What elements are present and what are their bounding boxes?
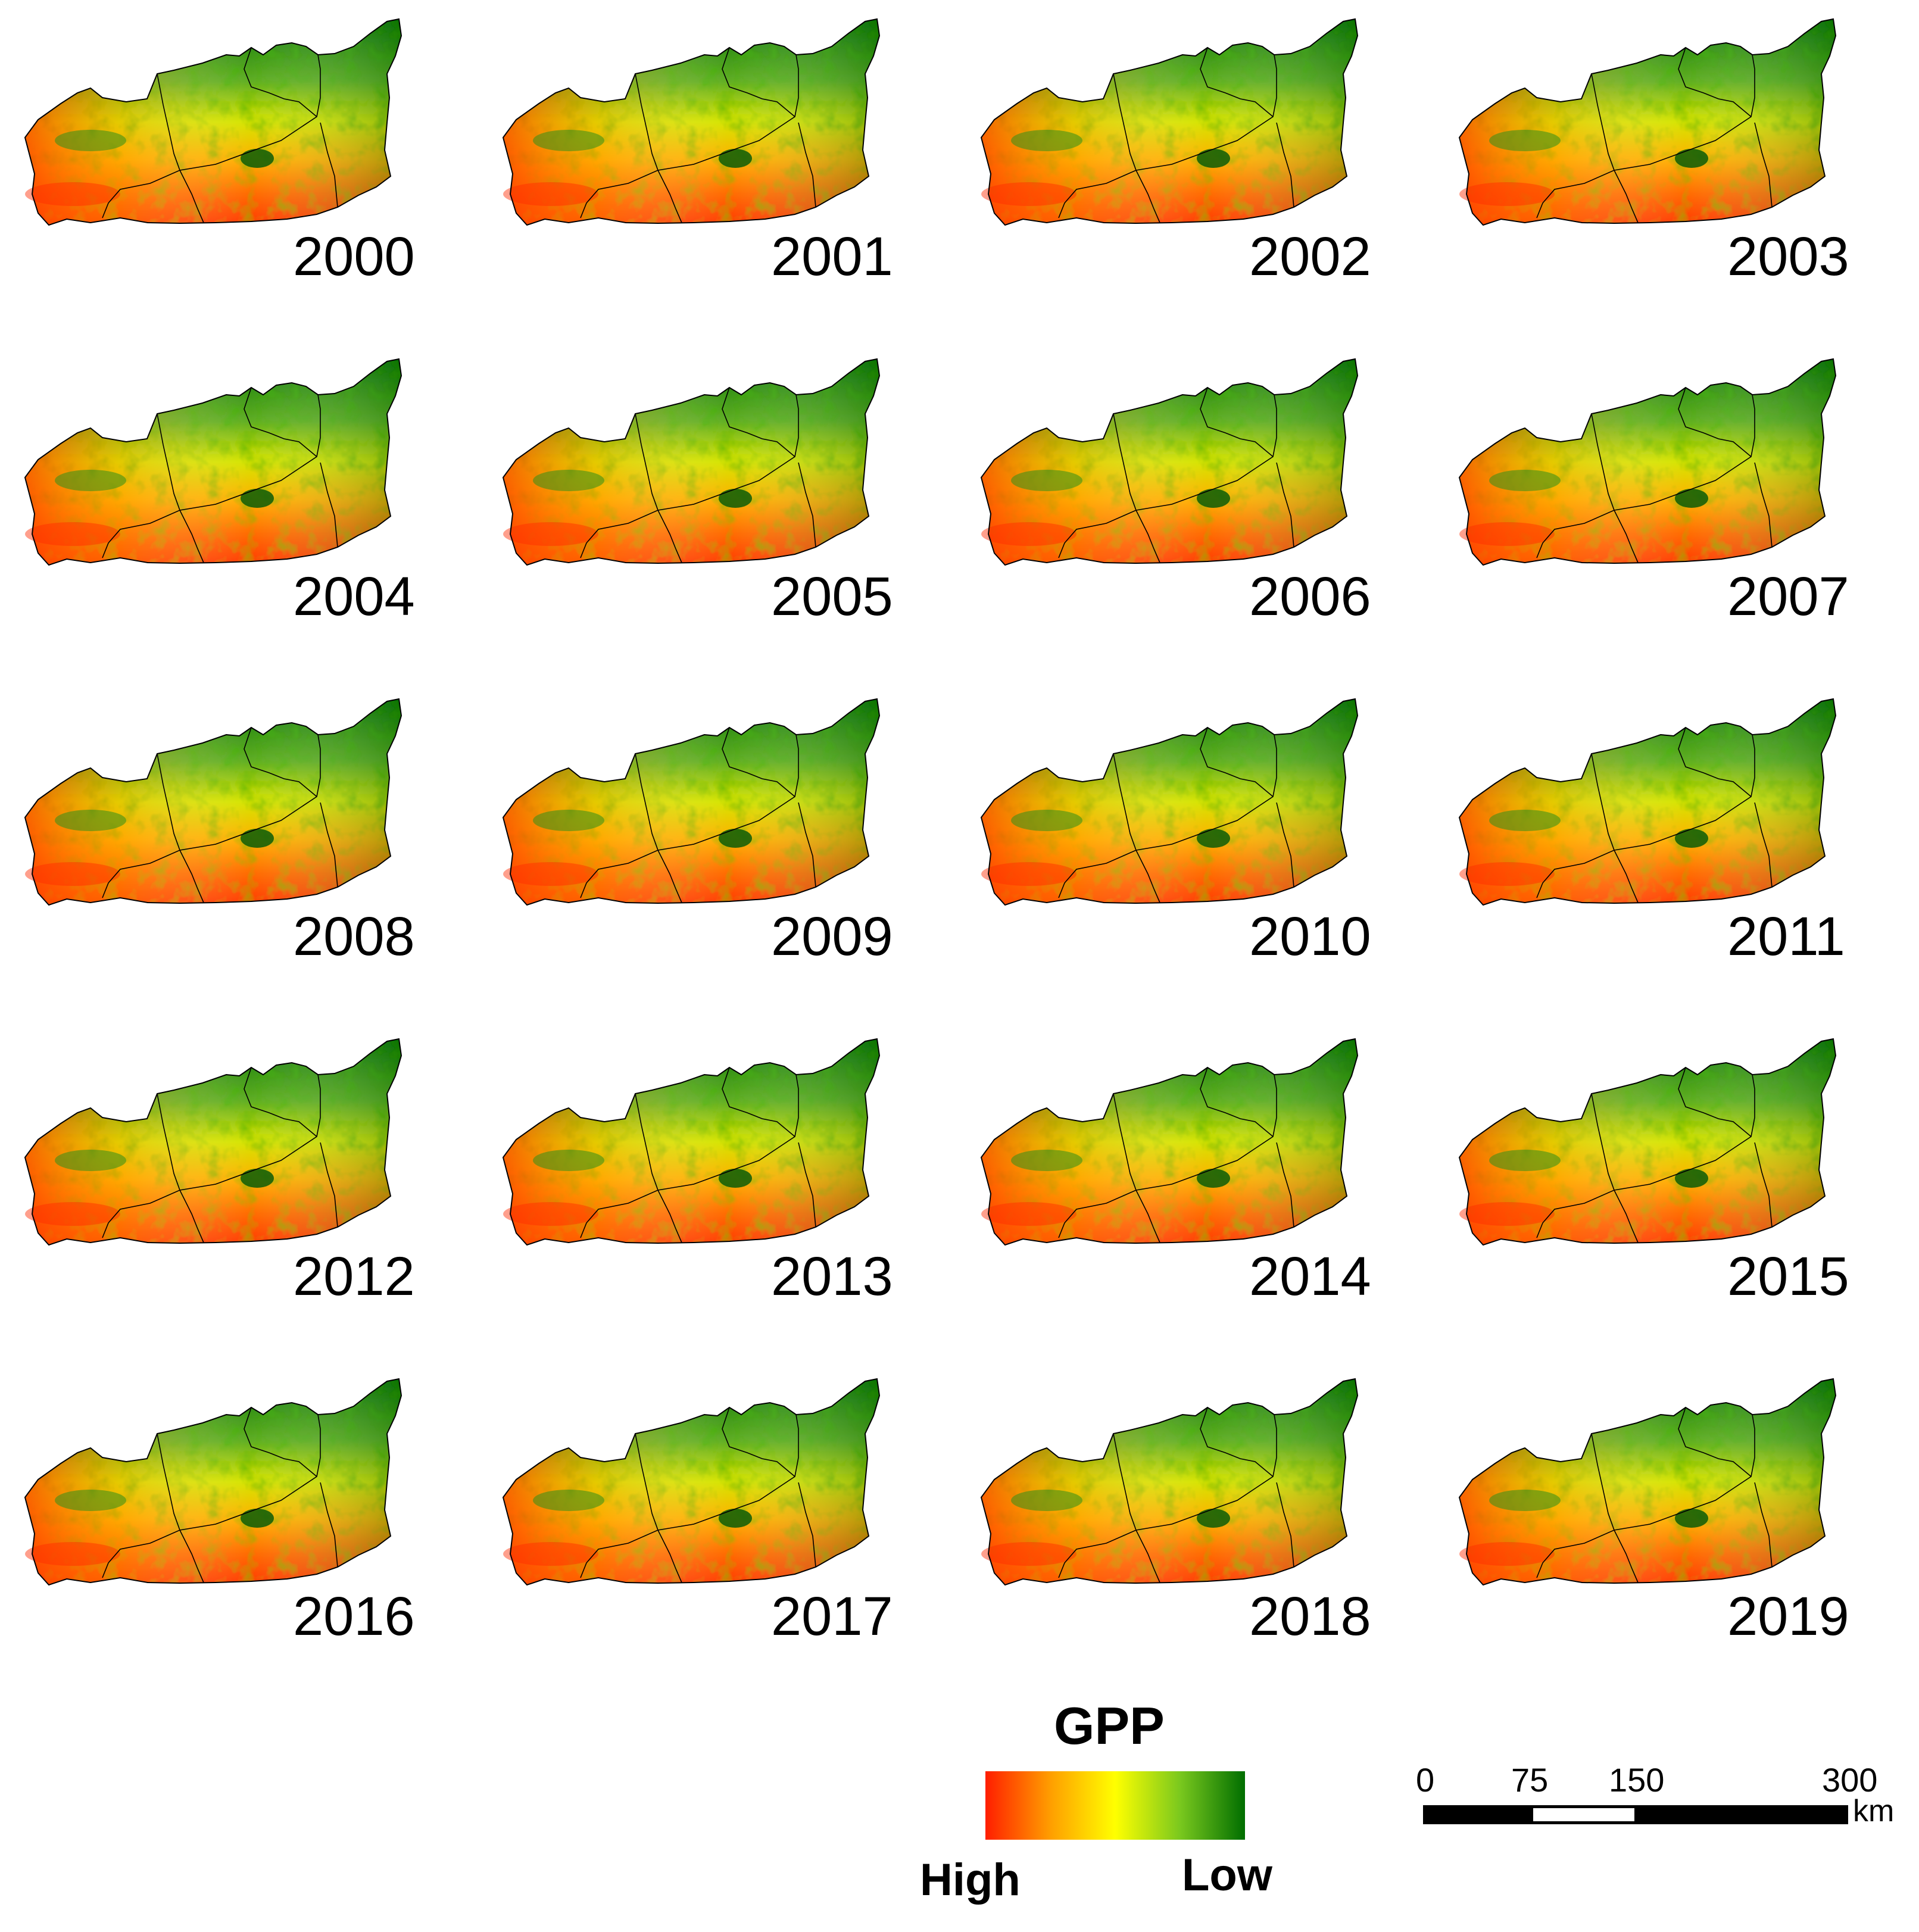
year-label-2000: 2000 bbox=[293, 226, 415, 287]
legend-color-ramp bbox=[985, 1771, 1245, 1840]
scale-bar-segment-2 bbox=[1530, 1805, 1637, 1824]
map-panel-2015 bbox=[1459, 1039, 1836, 1245]
map-panel-2004 bbox=[25, 359, 401, 565]
legend-low-label: Low bbox=[1182, 1850, 1272, 1900]
map-panel-2005 bbox=[503, 359, 879, 565]
year-label-2015: 2015 bbox=[1727, 1246, 1849, 1307]
year-label-2011: 2011 bbox=[1727, 906, 1845, 967]
year-label-2002: 2002 bbox=[1249, 226, 1371, 287]
legend-high-label: High bbox=[920, 1855, 1021, 1905]
map-panel-2012 bbox=[25, 1039, 401, 1245]
year-label-2004: 2004 bbox=[293, 566, 415, 627]
scale-tick-75: 75 bbox=[1511, 1761, 1549, 1799]
map-panel-2018 bbox=[981, 1379, 1358, 1585]
map-panel-2013 bbox=[503, 1039, 879, 1245]
map-panel-2016 bbox=[25, 1379, 401, 1585]
year-label-2013: 2013 bbox=[771, 1246, 893, 1307]
map-panel-2019 bbox=[1459, 1379, 1836, 1585]
scale-tick-300: 300 bbox=[1822, 1761, 1878, 1799]
map-panel-2014 bbox=[981, 1039, 1358, 1245]
year-label-2018: 2018 bbox=[1249, 1586, 1371, 1647]
year-label-2008: 2008 bbox=[293, 906, 415, 967]
map-panel-2010 bbox=[981, 699, 1358, 905]
scale-unit: km bbox=[1853, 1794, 1895, 1828]
map-panel-2000 bbox=[25, 19, 401, 225]
year-label-2014: 2014 bbox=[1249, 1246, 1371, 1307]
map-panel-2001 bbox=[503, 19, 879, 225]
map-panel-2003 bbox=[1459, 19, 1836, 225]
year-label-2012: 2012 bbox=[293, 1246, 415, 1307]
year-label-2009: 2009 bbox=[771, 906, 893, 967]
map-panel-2008 bbox=[25, 699, 401, 905]
map-panel-2006 bbox=[981, 359, 1358, 565]
year-label-2003: 2003 bbox=[1727, 226, 1849, 287]
year-label-2016: 2016 bbox=[293, 1586, 415, 1647]
map-panel-2011 bbox=[1459, 699, 1836, 905]
year-label-2017: 2017 bbox=[771, 1586, 893, 1647]
scale-bar-segment-3 bbox=[1635, 1805, 1848, 1824]
map-panels bbox=[0, 0, 1919, 1667]
year-label-2010: 2010 bbox=[1249, 906, 1371, 967]
map-panel-2017 bbox=[503, 1379, 879, 1585]
year-label-2007: 2007 bbox=[1727, 566, 1849, 627]
scale-tick-0: 0 bbox=[1416, 1761, 1435, 1799]
scale-tick-150: 150 bbox=[1609, 1761, 1665, 1799]
year-label-2006: 2006 bbox=[1249, 566, 1371, 627]
scale-bar-segment-1 bbox=[1423, 1805, 1533, 1824]
map-panel-2007 bbox=[1459, 359, 1836, 565]
year-label-2019: 2019 bbox=[1727, 1586, 1849, 1647]
legend-title: GPP bbox=[1054, 1696, 1165, 1755]
map-panel-2002 bbox=[981, 19, 1358, 225]
map-panel-2009 bbox=[503, 699, 879, 905]
year-label-2001: 2001 bbox=[771, 226, 893, 287]
year-label-2005: 2005 bbox=[771, 566, 893, 627]
